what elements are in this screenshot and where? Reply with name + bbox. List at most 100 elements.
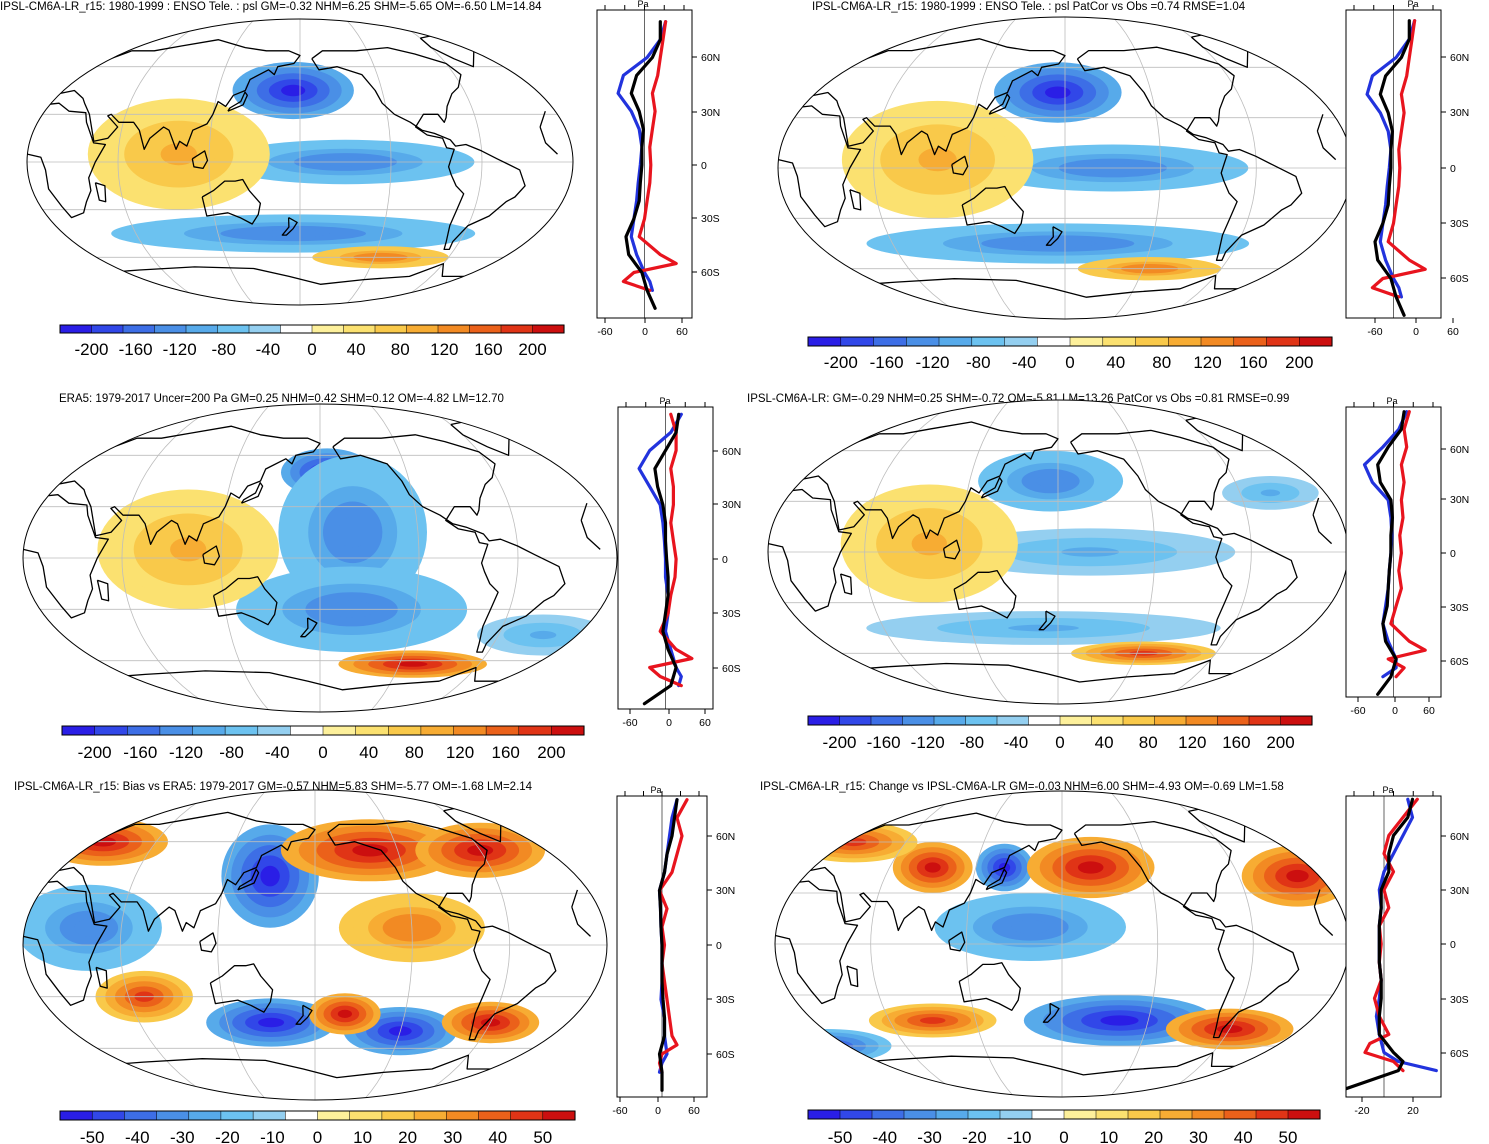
colorbar-swatch <box>871 1109 905 1120</box>
colorbar-label: 0 <box>313 1128 322 1144</box>
colorbar-label: 0 <box>307 340 316 359</box>
zonal-unit-label: Pa <box>650 785 661 795</box>
colorbar-swatch <box>388 725 422 736</box>
colorbar-swatch <box>1280 715 1313 726</box>
zonal-x-tick-label: 60 <box>699 717 711 729</box>
zonal-line-multi <box>1346 797 1415 1091</box>
graticule-lon <box>968 17 1018 319</box>
zonal-line-obs <box>621 20 678 292</box>
colorbar-swatch <box>1299 336 1333 347</box>
anomaly-0-level-4 <box>1036 475 1066 488</box>
anomaly-3-level-4 <box>397 661 428 667</box>
colorbar-swatch <box>156 1110 190 1121</box>
colorbar-swatch <box>453 725 487 736</box>
zonal-unit-label: Pa <box>1386 396 1397 406</box>
colorbar-label: 120 <box>430 340 458 359</box>
map-border <box>26 18 574 306</box>
colorbar-label: 120 <box>1193 353 1221 372</box>
colorbar-swatch <box>406 324 439 334</box>
colorbar-label: -40 <box>1004 733 1029 752</box>
map-panel-p2 <box>777 16 1353 320</box>
colorbar-label: 40 <box>359 743 378 762</box>
colorbar-swatch <box>1154 715 1187 726</box>
coastline-madagascar <box>849 189 862 211</box>
graticule-lon <box>363 790 413 1100</box>
zonal-lat-tick-label: 30N <box>722 499 741 511</box>
colorbar-swatch <box>870 715 904 726</box>
colorbar-swatch <box>280 324 313 334</box>
colorbar-swatch <box>61 725 96 736</box>
colorbar-swatch <box>154 324 187 334</box>
colorbar-label: 40 <box>1095 733 1114 752</box>
colorbar-swatch <box>1185 715 1219 726</box>
colorbar-label: 0 <box>1055 733 1064 752</box>
coastline-americas <box>327 820 557 1041</box>
colorbar-swatch <box>122 324 156 334</box>
zonal-unit-label: Pa <box>1382 785 1393 795</box>
colorbar-swatch <box>446 1110 480 1121</box>
colorbar-swatch <box>807 715 841 726</box>
colorbar-label: -80 <box>966 353 991 372</box>
graticule-lon <box>1109 791 1159 1097</box>
colorbar-label: 80 <box>391 340 410 359</box>
colorbar-swatch <box>807 1109 841 1120</box>
coastline-antarctica <box>843 659 1244 683</box>
colorbar-swatch <box>1063 1109 1097 1120</box>
colorbar-p1: -200 -160 -120 -80 -40 0 40 80 120 160 200 <box>59 324 565 359</box>
colorbar-label: -20 <box>962 1128 987 1144</box>
zonal-lat-tick-label: 60N <box>1450 831 1469 843</box>
colorbar-swatch <box>469 324 502 334</box>
anomaly-1-level-4 <box>924 862 941 873</box>
anomaly-6-level-4 <box>337 1009 352 1019</box>
coastline-americas <box>1076 46 1303 261</box>
colorbar-label: 200 <box>1285 353 1313 372</box>
coastline-madagascar <box>846 965 859 988</box>
zonal-lat-tick-label: 60S <box>716 1049 735 1061</box>
zonal-lines <box>1346 797 1438 1091</box>
zonal-lines <box>657 798 689 1092</box>
zonal-profile-p4: Pa -60 0 60 60N 30N 0 30S 60S <box>1345 396 1469 717</box>
anomaly-4-level-4 <box>911 531 947 556</box>
coastline-japan <box>988 93 1011 115</box>
graticule-lon <box>965 791 1015 1097</box>
graticule-lon <box>418 404 519 712</box>
colorbar-frame <box>807 715 1313 726</box>
colorbar-swatch <box>873 336 907 347</box>
anomaly-5-level-4 <box>529 630 557 640</box>
coastline-borneo <box>942 539 961 560</box>
coastline-antarctica <box>852 274 1249 298</box>
zonal-lat-tick-label: 30S <box>722 608 741 620</box>
zonal-lat-tick-label: 0 <box>716 940 722 952</box>
coastline-australia <box>209 963 274 1013</box>
colorbar-swatch <box>1191 1109 1225 1120</box>
zonal-lat-tick-label: 60S <box>722 663 741 675</box>
colorbar-swatch <box>1287 1109 1321 1120</box>
coastline-antarctica <box>99 1054 503 1079</box>
map-fill <box>768 400 1348 704</box>
colorbar-swatch <box>437 324 471 334</box>
anomaly-1-level-4 <box>352 844 388 857</box>
zonal-lat-tick-label: 60N <box>716 831 735 843</box>
coastline-newzealand <box>1045 226 1063 246</box>
colorbar-swatch <box>124 1110 158 1121</box>
colorbar-label: -40 <box>1012 353 1037 372</box>
colorbar-label: -200 <box>74 340 108 359</box>
colorbar-label: 200 <box>1266 733 1294 752</box>
colorbar-frame <box>807 336 1333 347</box>
zonal-x-tick-label: 0 <box>1392 705 1398 717</box>
colorbar-frame <box>59 1110 576 1121</box>
colorbar-frame <box>59 324 565 334</box>
anomaly-2-level-4 <box>1019 239 1097 248</box>
zonal-line-multi <box>1373 19 1411 317</box>
colorbar-swatch <box>500 324 534 334</box>
map-border <box>22 789 608 1101</box>
zonal-unit-label: Pa <box>659 396 670 406</box>
colorbar-swatch <box>1037 336 1071 347</box>
coastline-madagascar <box>96 579 110 602</box>
colorbar-frame <box>61 725 585 736</box>
colorbar-swatch <box>159 725 194 736</box>
colorbar-swatch <box>413 1110 447 1121</box>
coastline-americas <box>332 434 566 653</box>
anomaly-1-level-4 <box>337 516 368 548</box>
colorbar-label: 80 <box>1139 733 1158 752</box>
